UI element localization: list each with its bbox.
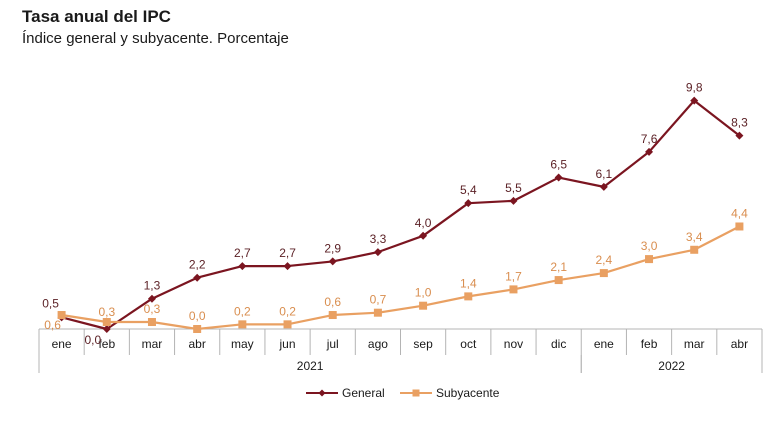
data-label-subyacente: 3,0 — [641, 239, 658, 253]
data-point-subyacente — [599, 269, 608, 278]
data-label-general: 0,0 — [84, 333, 101, 347]
data-label-subyacente: 0,2 — [279, 304, 296, 318]
data-point-subyacente — [102, 318, 111, 327]
x-tick-label: may — [231, 337, 254, 351]
x-tick-label: oct — [460, 337, 477, 351]
x-tick-label: mar — [142, 337, 163, 351]
data-label-general: 1,3 — [144, 279, 161, 293]
data-point-general — [554, 173, 563, 182]
legend-subyacente-swatch — [400, 389, 432, 397]
x-tick-label: feb — [641, 337, 658, 351]
x-tick-label: abr — [731, 337, 748, 351]
data-point-subyacente — [419, 301, 428, 310]
data-point-subyacente — [283, 320, 292, 329]
data-point-general — [599, 182, 608, 191]
x-tick-label: ene — [594, 337, 614, 351]
x-tick-label: abr — [188, 337, 205, 351]
chart-title: Tasa anual del IPC — [22, 7, 171, 26]
data-label-general: 6,5 — [550, 158, 567, 172]
series-line-subyacente — [61, 225, 740, 331]
series-line-general — [61, 99, 741, 331]
data-label-subyacente: 3,4 — [686, 230, 703, 244]
data-label-general: 6,1 — [596, 167, 613, 181]
x-tick-label: jul — [326, 337, 339, 351]
data-point-subyacente — [554, 276, 563, 285]
data-point-general — [283, 262, 292, 271]
data-label-subyacente: 0,2 — [234, 304, 251, 318]
chart-legend: General Subyacente — [0, 383, 779, 403]
chart-subtitle: Índice general y subyacente. Porcentaje — [22, 30, 289, 47]
x-tick-label: ago — [368, 337, 388, 351]
data-point-general — [735, 131, 744, 140]
data-point-general — [373, 248, 382, 257]
legend-item-subyacente: Subyacente — [400, 383, 499, 403]
data-point-general — [690, 96, 699, 105]
data-point-general — [509, 196, 518, 205]
x-tick-label: sep — [413, 337, 433, 351]
data-point-general — [464, 199, 473, 208]
data-label-general: 5,5 — [505, 181, 522, 195]
x-tick-label: ene — [52, 337, 72, 351]
data-point-general — [238, 262, 247, 271]
data-point-general — [328, 257, 337, 266]
data-point-general — [102, 325, 111, 333]
legend-subyacente-label: Subyacente — [436, 386, 500, 400]
legend-item-general: General — [306, 383, 385, 403]
data-label-general: 2,2 — [189, 258, 206, 272]
data-label-general: 4,0 — [415, 216, 432, 230]
data-label-general: 9,8 — [686, 81, 703, 95]
legend-general-label: General — [342, 386, 385, 400]
legend-general-swatch — [306, 389, 338, 397]
data-label-general: 5,4 — [460, 183, 477, 197]
data-label-subyacente: 4,4 — [731, 206, 748, 220]
data-point-subyacente — [735, 222, 744, 231]
data-point-subyacente — [690, 245, 699, 254]
data-label-general: 7,6 — [641, 132, 658, 146]
data-label-subyacente: 1,0 — [415, 286, 432, 300]
x-tick-label: jun — [279, 337, 296, 351]
data-label-subyacente: 0,3 — [98, 305, 115, 319]
data-label-subyacente: 2,4 — [596, 253, 613, 267]
data-label-subyacente: 2,1 — [550, 260, 567, 274]
x-tick-label: mar — [684, 337, 705, 351]
data-point-subyacente — [373, 308, 382, 317]
data-label-general: 0,5 — [42, 296, 59, 310]
data-point-general — [193, 273, 202, 282]
data-point-subyacente — [328, 311, 337, 320]
data-label-general: 8,3 — [731, 116, 748, 130]
data-point-subyacente — [57, 311, 66, 320]
data-point-subyacente — [147, 318, 156, 327]
data-label-general: 2,9 — [324, 241, 341, 255]
year-group-label: 2022 — [658, 359, 685, 373]
data-label-subyacente: 0,0 — [189, 309, 206, 323]
data-label-subyacente: 0,7 — [370, 293, 387, 307]
data-point-general — [419, 231, 428, 240]
x-tick-label: nov — [504, 337, 523, 351]
data-label-subyacente: 0,6 — [44, 318, 61, 332]
x-tick-label: feb — [98, 337, 115, 351]
data-point-subyacente — [645, 255, 654, 264]
data-point-subyacente — [193, 325, 202, 333]
data-point-subyacente — [238, 320, 247, 329]
data-point-general — [645, 147, 654, 156]
data-point-general — [147, 294, 156, 303]
data-label-general: 2,7 — [234, 246, 251, 260]
data-point-subyacente — [464, 292, 473, 301]
data-label-general: 3,3 — [370, 232, 387, 246]
data-label-subyacente: 1,7 — [505, 269, 522, 283]
data-label-subyacente: 0,6 — [324, 295, 341, 309]
data-point-subyacente — [509, 285, 518, 294]
data-label-subyacente: 0,3 — [144, 302, 161, 316]
year-group-label: 2021 — [297, 359, 324, 373]
data-label-subyacente: 1,4 — [460, 276, 477, 290]
data-label-general: 2,7 — [279, 246, 296, 260]
x-tick-label: dic — [551, 337, 566, 351]
